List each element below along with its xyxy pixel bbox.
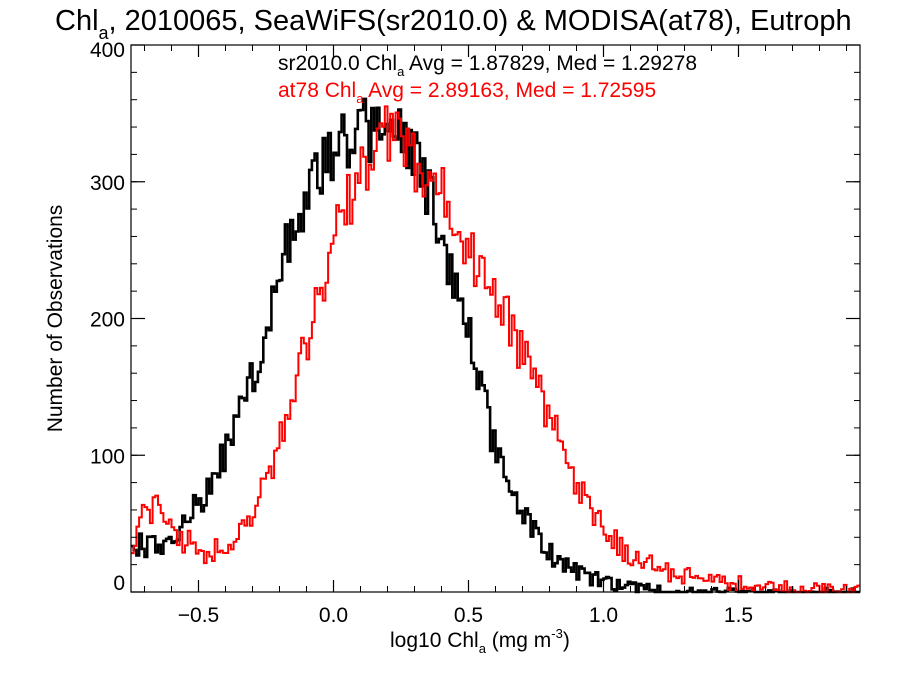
x-axis-label: log10 Chla (mg m-3)	[390, 626, 570, 656]
series-group	[131, 97, 860, 594]
series-line-at78	[131, 105, 860, 593]
plot-frame	[130, 44, 861, 593]
y-tick-label: 200	[90, 309, 125, 332]
y-axis-label: Number of Observations	[44, 205, 67, 433]
y-tick-label: 0	[113, 572, 125, 595]
y-tick-label: 400	[90, 39, 125, 62]
series-stats-sr2010-0: sr2010.0 Chla Avg = 1.87829, Med = 1.292…	[278, 52, 697, 79]
x-tick-label: 1.0	[589, 604, 618, 627]
x-tick-label: 0.5	[454, 604, 483, 627]
series-line-sr2010-0	[131, 97, 860, 594]
x-tick-label: 0.0	[319, 604, 348, 627]
stats-legend: sr2010.0 Chla Avg = 1.87829, Med = 1.292…	[278, 52, 697, 106]
x-tick-label: 1.5	[724, 604, 753, 627]
chart-title: Chla, 2010065, SeaWiFS(sr2010.0) & MODIS…	[55, 5, 852, 43]
x-tick-label: −0.5	[178, 604, 219, 627]
axes: −0.5 0.0 0.5 1.0 1.5 0 100 200 300 400 log10 Chla …	[44, 39, 861, 656]
y-tick-label: 100	[90, 445, 125, 468]
series-stats-at78: at78 Chla Avg = 2.89163, Med = 1.72595	[278, 79, 656, 106]
chart-title-text: Chla, 2010065, SeaWiFS(sr2010.0) & MODIS…	[55, 5, 852, 43]
y-tick-label: 300	[90, 172, 125, 195]
